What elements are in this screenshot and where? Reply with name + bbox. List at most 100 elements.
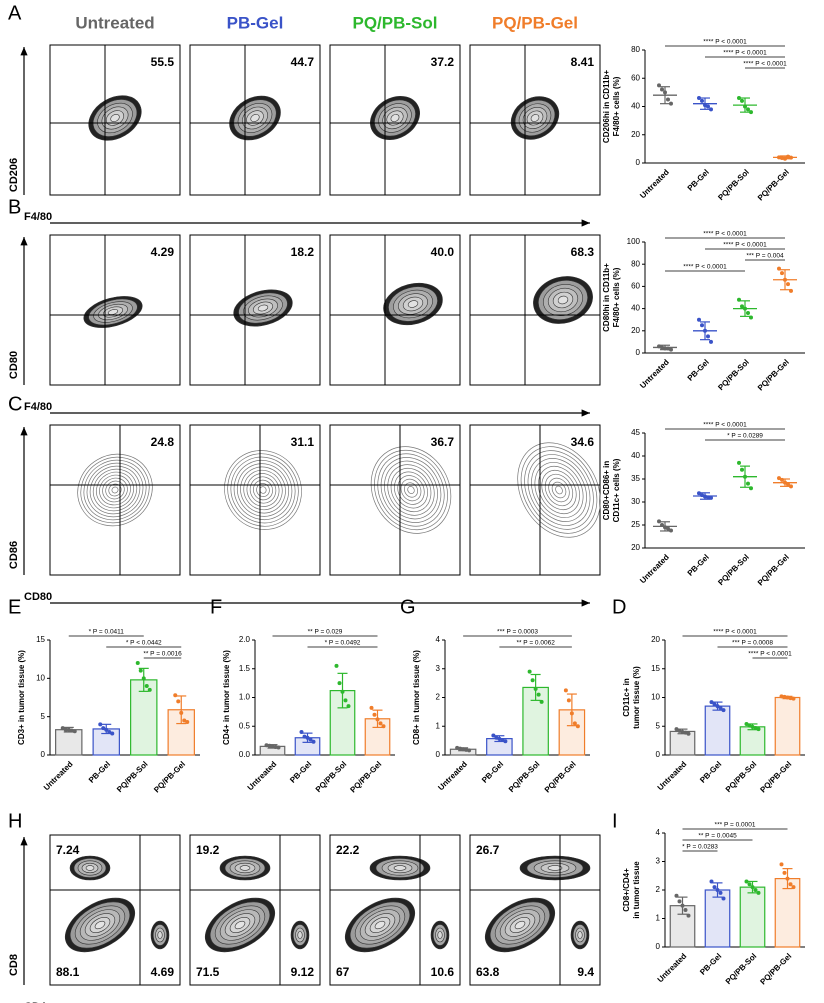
x-tick-label: PB-Gel [480,760,505,785]
stat-chart: 0.0 0.5 1.0 1.5 2.0 CD4+ in tumor tissue (%) U… [222,629,395,795]
x-tick-label: PQ/PB-Gel [756,553,791,588]
data-point [782,870,787,875]
data-point [780,477,784,482]
contour [77,453,153,527]
y-axis-label: CD206hi in CD11b+ [602,70,611,143]
y-axis-label: CD80hi in CD11b+ [602,263,611,332]
y-tick-label: 0.5 [239,721,251,730]
contour [537,466,581,514]
data-point [337,681,342,686]
significance-label: *** P = 0.0003 [497,629,538,636]
data-point [657,519,661,524]
quadrant-value: 63.8 [476,965,500,979]
y-tick-label: 60 [631,73,640,82]
contour [407,300,419,308]
data-point [299,730,304,734]
significance-label: **** P < 0.0001 [703,39,747,46]
data-point [674,893,679,898]
contour [544,473,574,507]
contour [551,481,567,499]
stat-chart: 20 25 30 35 40 45 CD80+CD86+ in CD11c+ cells (%… [602,422,805,588]
data-point [378,721,383,726]
data-point [494,735,499,740]
contour [224,450,302,530]
y-axis-label: CD80+CD86+ in [602,461,611,521]
data-point [746,311,750,316]
y-tick-label: 2 [436,693,441,702]
data-point [747,882,752,887]
data-point [575,724,580,729]
column-header: PQ/PB-Sol [352,13,437,32]
data-point [381,724,386,729]
data-point [683,907,688,912]
data-point [276,745,281,750]
y-tick-label: 40 [631,304,640,313]
data-point [743,474,747,479]
quadrant-value: 44.7 [291,55,315,69]
data-point [539,699,544,704]
data-point [779,862,784,867]
data-point [663,90,667,95]
data-point [536,692,541,697]
y-tick-label: 45 [631,428,640,437]
data-point [273,744,278,749]
quadrant-value: 68.3 [571,245,595,259]
contour [547,865,563,871]
bar [364,718,391,756]
data-point [500,738,505,743]
data-point [721,896,726,901]
data-point [455,745,460,750]
panel-label: A [8,2,22,24]
data-point [663,525,667,530]
data-point [788,696,793,701]
bar [774,877,801,948]
contour [531,458,587,522]
y-tick-label: 15 [651,664,660,673]
flow-x-label: CD4 [24,1001,47,1003]
significance-label: ** P = 0.029 [308,629,343,636]
y-axis-label: CD11c+ in [622,678,631,717]
contour [233,460,293,520]
data-point [756,727,761,732]
y-axis-label: tumor tissue (%) [632,666,641,729]
flow-y-label: CD206 [8,158,20,192]
flow-y-label: CD86 [8,541,20,569]
x-tick-label: Untreated [638,167,671,200]
flow-x-label: F4/80 [24,211,52,223]
y-tick-label: 35 [631,474,640,483]
data-point [743,306,747,311]
data-point [749,486,753,491]
flow-plot: 37.2 [329,44,461,196]
data-point [308,737,313,742]
quadrant-value: 40.0 [431,245,455,259]
data-point [789,155,793,160]
flow-x-label: F4/80 [24,401,52,413]
x-tick-label: Untreated [656,951,689,984]
y-tick-label: 30 [631,497,640,506]
data-point [750,724,755,729]
contour [390,114,400,122]
y-tick-label: 1 [656,914,661,923]
x-tick-label: PB-Gel [698,952,723,977]
y-tick-label: 15 [36,635,45,644]
data-point [791,885,796,890]
data-point [697,491,701,496]
contour [384,460,438,520]
data-point [721,708,726,713]
significance-label: * P = 0.0411 [89,629,125,636]
x-tick-label: PQ/PB-Sol [115,760,150,795]
y-tick-label: 1.0 [239,693,251,702]
data-point [744,879,749,884]
flow-plot: 31.1 [189,424,321,576]
contour [96,471,134,509]
significance-label: * P = 0.0289 [727,433,763,440]
contour [89,465,141,515]
bar [522,686,549,756]
data-point [527,669,532,674]
data-point [138,668,143,673]
y-axis-label: CD4+ in tumor tissue (%) [222,650,231,745]
data-point [569,711,574,716]
significance-label: * P < 0.0442 [126,640,162,647]
data-point [743,104,747,109]
contour [437,931,443,939]
